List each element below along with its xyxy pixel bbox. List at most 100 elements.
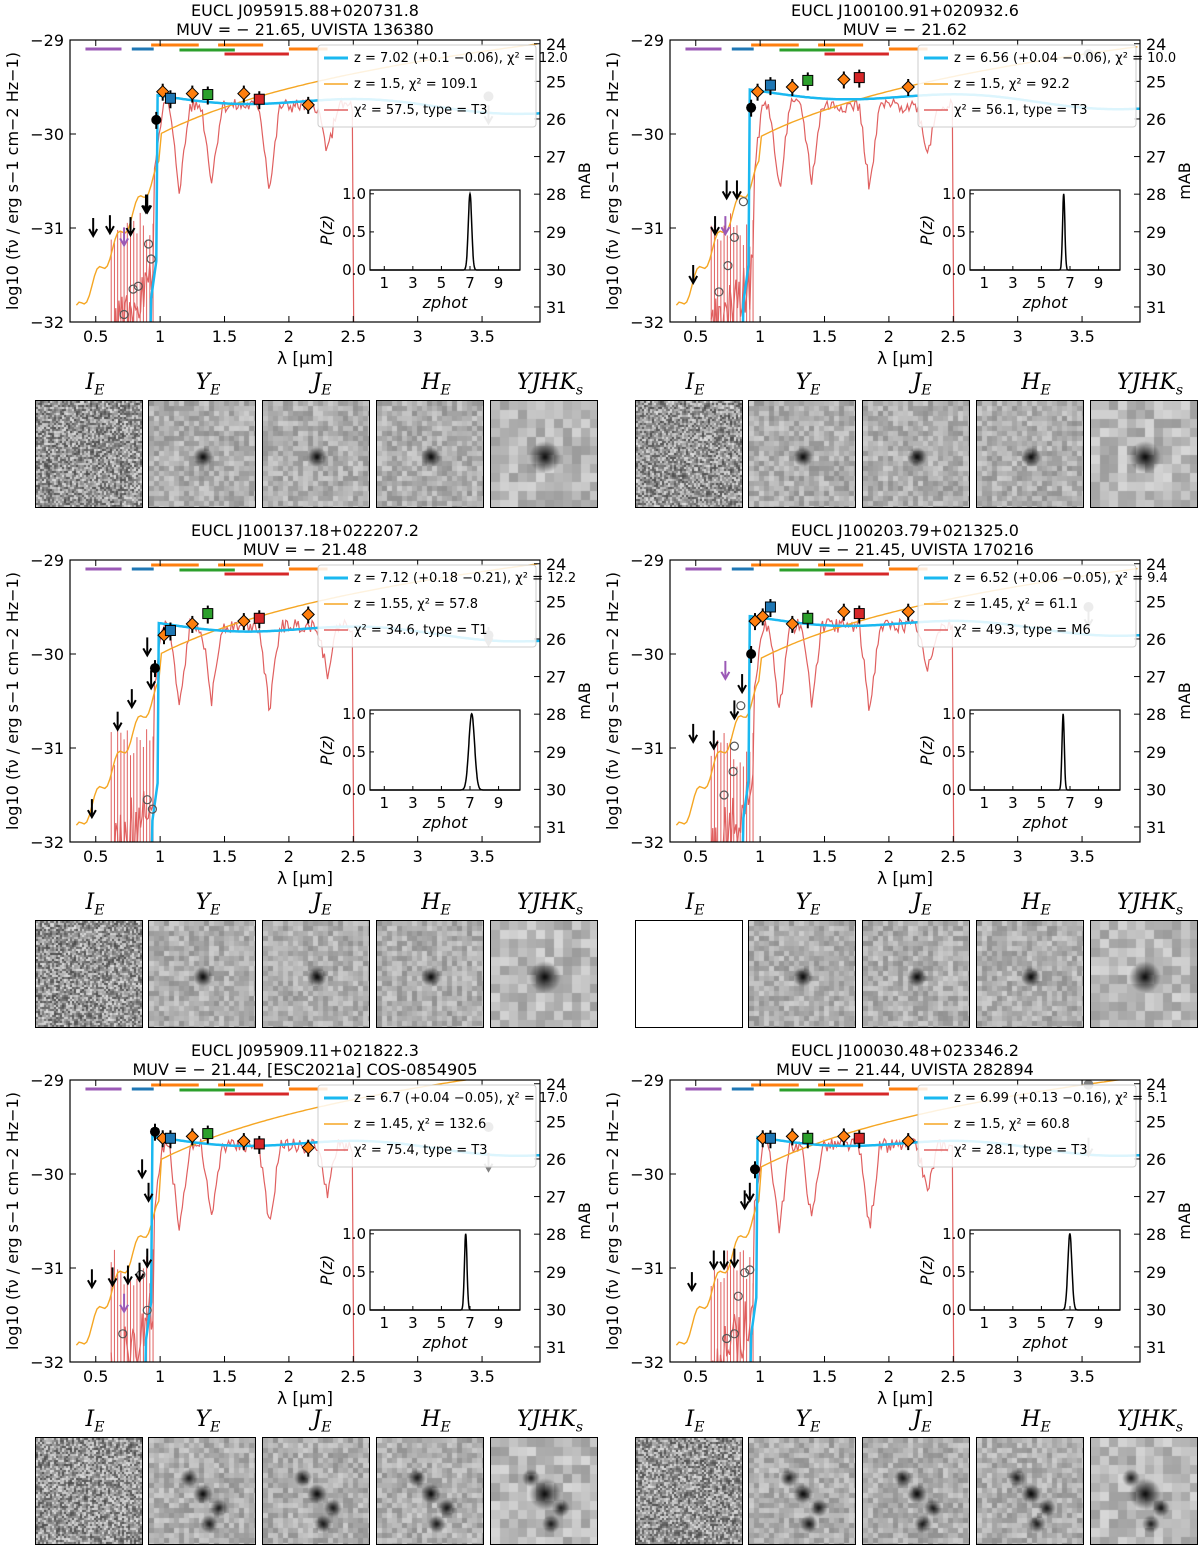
pz-curve — [970, 193, 1120, 271]
y-tick-label: −32 — [30, 1353, 64, 1372]
dropout-point — [736, 701, 746, 711]
x-tick-label: 3.5 — [1069, 1367, 1094, 1386]
dropout-point — [147, 804, 158, 814]
upper-limit-arrow-head — [123, 1276, 133, 1286]
y-tick-label: −30 — [630, 645, 664, 664]
y-axis-label: log10 (fν / erg s−1 cm−2 Hz−1) — [603, 1092, 622, 1350]
ground-diamond — [237, 86, 251, 101]
upper-limit-arrow-head — [719, 1260, 729, 1271]
stamp-pixels — [1091, 1438, 1197, 1544]
mab-tick-label: 31 — [546, 1338, 566, 1357]
upper-limit-arrow-head — [125, 227, 136, 238]
mab-axis-label: mAB — [1175, 1202, 1194, 1240]
legend-entry: z = 1.45, χ² = 132.6 — [354, 1117, 486, 1132]
mab-tick-label: 25 — [546, 72, 566, 91]
legend-entry: z = 1.5, χ² = 109.1 — [354, 77, 478, 92]
stamp-label: HE — [421, 370, 451, 399]
pz-y-tick-label: 0.5 — [342, 1263, 366, 1281]
pz-x-label: zphot — [422, 293, 468, 312]
x-tick-label: 1 — [755, 327, 765, 346]
stamp-label: JE — [912, 890, 932, 919]
pz-inset-frame — [969, 1229, 1121, 1311]
upper-limit-arrow-head — [708, 740, 719, 751]
pz-x-tick-label: 3 — [408, 1314, 418, 1332]
mab-tick-label: 26 — [546, 1150, 566, 1169]
stamp-pixels — [636, 1438, 742, 1544]
stamp-label: JE — [312, 370, 332, 399]
image-stamp-ie — [35, 1437, 143, 1545]
image-stamp-je — [262, 400, 370, 508]
mab-tick-label: 29 — [546, 743, 566, 762]
y-tick-label: −30 — [30, 1165, 64, 1184]
upper-limit-arrow-head — [739, 1200, 750, 1211]
mab-tick-label: 29 — [546, 223, 566, 242]
axes-frame — [669, 559, 1141, 843]
y-tick-label: −32 — [630, 833, 664, 852]
mab-tick-label: 29 — [1146, 743, 1166, 762]
mab-tick-label: 28 — [1146, 705, 1166, 724]
euclid-square — [202, 1128, 214, 1140]
mab-tick-label: 24 — [546, 1075, 566, 1094]
x-tick-label: 3 — [413, 1367, 423, 1386]
stamp-pixels — [749, 401, 855, 507]
x-tick-label: 3 — [1013, 1367, 1023, 1386]
mab-tick-label: 28 — [546, 705, 566, 724]
ground-diamond — [185, 86, 200, 101]
stamp-pixels — [636, 401, 742, 507]
pz-x-label: zphot — [1022, 293, 1068, 312]
image-stamp-yjhks — [490, 920, 598, 1028]
image-stamp-he — [376, 920, 484, 1028]
legend-entry: χ² = 56.1, type = T3 — [954, 103, 1088, 118]
x-tick-label: 0.5 — [683, 1367, 708, 1386]
stamp-label: YJHKs — [1116, 370, 1184, 399]
panel-title: EUCL J095915.88+020731.8 — [191, 1, 419, 20]
legend-entry: z = 1.55, χ² = 57.8 — [354, 597, 478, 612]
stamp-label: HE — [421, 890, 451, 919]
x-tick-label: 1.5 — [812, 847, 837, 866]
pz-y-tick-label: 0.0 — [942, 1301, 966, 1319]
lowz-template — [75, 1080, 470, 1346]
stamp-label: IE — [685, 370, 705, 399]
stamp-label: YE — [795, 1407, 821, 1436]
image-stamp-he — [976, 920, 1084, 1028]
stamp-pixels — [377, 401, 483, 507]
pz-y-tick-label: 0.5 — [942, 743, 966, 761]
stamp-label: JE — [312, 890, 332, 919]
pz-x-label: zphot — [422, 813, 468, 832]
x-tick-label: 2.5 — [941, 1367, 966, 1386]
upper-limit-arrow-head — [126, 699, 137, 710]
mab-tick-label: 27 — [546, 1188, 566, 1207]
y-tick-label: −32 — [30, 313, 64, 332]
pz-y-label: P(z) — [317, 215, 336, 246]
pz-y-tick-label: 0.0 — [942, 781, 966, 799]
dropout-point — [738, 197, 748, 207]
mab-tick-label: 25 — [1146, 72, 1166, 91]
x-tick-label: 3.5 — [1069, 327, 1094, 346]
stamp-label: YJHKs — [516, 370, 584, 399]
mab-tick-label: 30 — [1146, 260, 1166, 279]
legend-entry: χ² = 34.6, type = T1 — [354, 623, 488, 638]
stamp-pixels — [149, 921, 255, 1027]
euclid-square — [802, 74, 814, 86]
x-tick-label: 3.5 — [469, 1367, 494, 1386]
legend-box — [917, 564, 1137, 648]
stamp-pixels — [491, 1438, 597, 1544]
legend: z = 6.56 (+0.04 −0.06), χ² = 10.0 z = 1.5… — [917, 44, 1176, 128]
pz-x-tick-label: 9 — [1094, 794, 1104, 812]
image-stamp-he — [976, 1437, 1084, 1545]
x-axis-label: λ [μm] — [277, 349, 333, 369]
stamp-label: HE — [1021, 370, 1051, 399]
y-tick-label: −31 — [30, 219, 64, 238]
pz-x-tick-label: 3 — [1008, 794, 1018, 812]
pz-y-label: P(z) — [917, 735, 936, 766]
stamp-pixels — [263, 401, 369, 507]
x-tick-label: 2 — [284, 1367, 294, 1386]
y-tick-label: −31 — [630, 219, 664, 238]
stamp-pixels — [977, 921, 1083, 1027]
euclid-square — [253, 612, 265, 624]
euclid-square — [164, 1132, 176, 1144]
mab-tick-label: 29 — [1146, 223, 1166, 242]
mab-tick-label: 26 — [1146, 110, 1166, 129]
